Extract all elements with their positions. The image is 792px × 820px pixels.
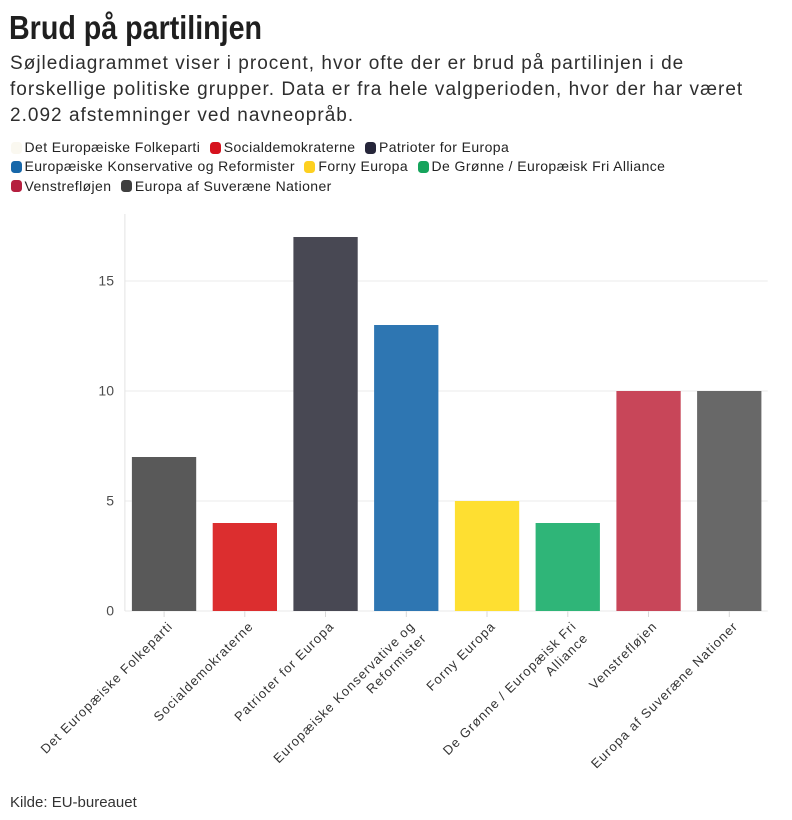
svg-text:10: 10 (98, 383, 114, 399)
svg-text:0: 0 (106, 603, 114, 619)
svg-text:Det Europæiske Folkeparti: Det Europæiske Folkeparti (38, 619, 176, 757)
svg-text:Forny Europa: Forny Europa (423, 619, 498, 694)
svg-text:Venstrefløjen: Venstrefløjen (586, 619, 660, 693)
svg-text:De Grønne / Europæisk FriAllia: De Grønne / Europæisk FriAlliance (440, 619, 591, 770)
svg-text:15: 15 (98, 273, 114, 289)
svg-text:Europæiske Konservative ogRefo: Europæiske Konservative ogReformister (270, 619, 429, 778)
svg-text:5: 5 (106, 493, 114, 509)
svg-text:Europa af Suveræne Nationer: Europa af Suveræne Nationer (588, 619, 741, 772)
